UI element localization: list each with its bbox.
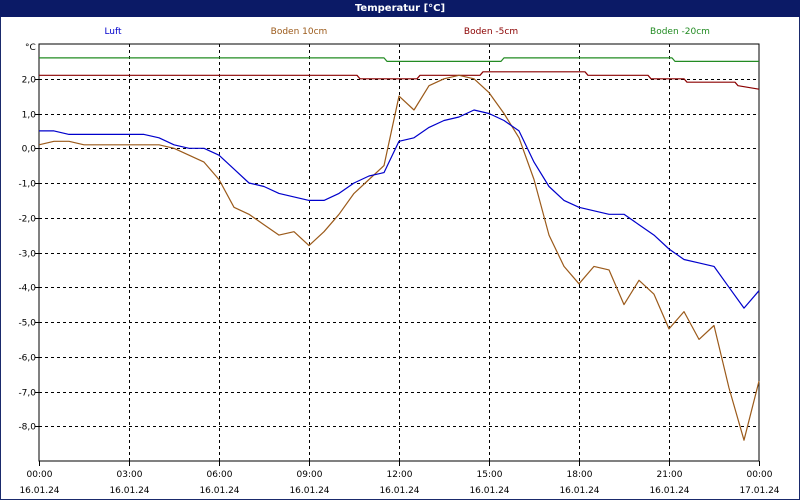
y-tick-label: 0,0 bbox=[22, 145, 37, 155]
x-tick-time-label: 21:00 bbox=[657, 470, 683, 480]
legend-entry: Boden 10cm bbox=[271, 27, 328, 37]
chart-title: Temperatur [°C] bbox=[0, 0, 800, 17]
y-tick-label: 1,0 bbox=[22, 111, 37, 121]
series-line-boden-20cm bbox=[39, 57, 759, 63]
series-line-boden-10cm bbox=[38, 74, 760, 441]
legend-entry: Boden -5cm bbox=[464, 27, 518, 37]
x-tick-date-label: 16.01.24 bbox=[199, 486, 239, 496]
x-tick-time-label: 00:00 bbox=[27, 470, 53, 480]
y-tick-label: -5,0 bbox=[18, 319, 36, 329]
x-tick-date-label: 16.01.24 bbox=[469, 486, 509, 496]
x-tick-date-label: 16.01.24 bbox=[19, 486, 59, 496]
x-tick-time-label: 00:00 bbox=[747, 470, 773, 480]
legend-entry: Luft bbox=[104, 27, 122, 37]
legend: Luft Boden 10cm Boden -5cm Boden -20cm bbox=[104, 27, 710, 37]
x-tick-time-label: 12:00 bbox=[387, 470, 413, 480]
y-tick-label: -6,0 bbox=[18, 354, 36, 364]
y-axis-ticks: 2,0 1,0 0,0 -1,0 -2,0 -3,0 -4,0 -5,0 -6,0 -7,0 -8,… bbox=[18, 76, 39, 433]
y-tick-label: -7,0 bbox=[18, 389, 36, 399]
y-tick-label: -8,0 bbox=[18, 423, 36, 433]
y-tick-label: 2,0 bbox=[22, 76, 37, 86]
series-line-boden-5cm bbox=[39, 71, 760, 90]
grid-lines bbox=[39, 44, 759, 461]
x-tick-time-label: 18:00 bbox=[567, 470, 593, 480]
y-axis-unit-label: °C bbox=[25, 43, 36, 53]
y-tick-label: -2,0 bbox=[18, 215, 36, 225]
x-tick-date-label: 16.01.24 bbox=[649, 486, 689, 496]
series-line-luft bbox=[39, 109, 760, 309]
x-tick-time-label: 09:00 bbox=[297, 470, 323, 480]
x-tick-date-label: 17.01.24 bbox=[739, 486, 779, 496]
x-axis-ticks: 00:00 16.01.24 03:00 16.01.24 06:00 16.01.24 0… bbox=[19, 461, 780, 496]
y-tick-label: -3,0 bbox=[18, 250, 36, 260]
x-tick-time-label: 03:00 bbox=[117, 470, 143, 480]
legend-entry: Boden -20cm bbox=[650, 27, 710, 37]
x-tick-date-label: 16.01.24 bbox=[109, 486, 149, 496]
series-lines bbox=[38, 57, 760, 441]
x-tick-date-label: 16.01.24 bbox=[559, 486, 599, 496]
x-tick-date-label: 16.01.24 bbox=[289, 486, 329, 496]
x-tick-date-label: 16.01.24 bbox=[379, 486, 419, 496]
y-tick-label: -4,0 bbox=[18, 284, 36, 294]
y-tick-label: -1,0 bbox=[18, 180, 36, 190]
x-tick-time-label: 06:00 bbox=[207, 470, 233, 480]
x-tick-time-label: 15:00 bbox=[477, 470, 503, 480]
